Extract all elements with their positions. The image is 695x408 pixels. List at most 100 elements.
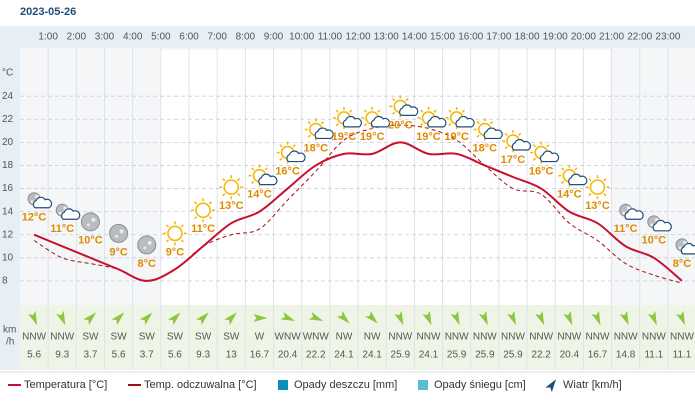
wind-arrow-shape (676, 310, 686, 326)
hour-label: 8:00 (236, 32, 256, 43)
legend-swatch (278, 380, 288, 390)
hour-label: 11:00 (318, 32, 343, 43)
temperature-label: 17°C (501, 154, 526, 166)
sun-ray (251, 167, 255, 171)
sun (195, 202, 211, 219)
sun-ray (237, 193, 241, 197)
temperature-label: 14°C (247, 189, 272, 201)
wind-direction: NNW (445, 332, 469, 343)
cloud (568, 173, 588, 186)
wind-direction: NW (336, 332, 353, 343)
sun-ray (448, 123, 452, 127)
weather-icon (219, 175, 244, 200)
wind-direction: SW (223, 332, 240, 343)
wind-arrow-shape (56, 310, 66, 326)
sun-ray (180, 224, 184, 228)
weather-icon (361, 106, 391, 129)
sun-ray (574, 167, 578, 171)
moon-crater (30, 200, 34, 204)
wind-arrow (619, 310, 629, 326)
moon-crater (115, 234, 119, 238)
wind-arrow (506, 310, 517, 326)
wind-direction: SW (82, 332, 99, 343)
wind-arrow-shape (224, 312, 237, 326)
wind-speed: 25.9 (503, 350, 523, 361)
y-tick-label: 10 (2, 252, 14, 263)
temperature-label: 10°C (642, 235, 667, 247)
weather-icon (619, 203, 644, 220)
temperature-label: 11°C (191, 223, 215, 235)
cloud (427, 115, 447, 128)
y-tick-label: 14 (2, 206, 14, 217)
hour-label: 17:00 (486, 32, 511, 43)
cloud (314, 127, 334, 140)
sun-ray (588, 178, 592, 182)
wind-speed: 9.3 (196, 350, 210, 361)
hour-header (20, 26, 695, 48)
moon (80, 212, 100, 232)
sun-ray (335, 109, 339, 113)
moon-crater (86, 223, 90, 227)
wind-speed: 16.7 (588, 350, 608, 361)
wind-arrow (535, 310, 545, 326)
legend-wind-icon (545, 379, 557, 393)
wind-arrow-shape (591, 310, 601, 326)
sun-ray (165, 239, 170, 243)
wind-arrow-shape (365, 310, 378, 324)
sun-ray (546, 144, 550, 148)
temperature-label: 18°C (473, 142, 498, 154)
hour-label: 14:00 (402, 32, 427, 43)
temperature-label: 19°C (360, 131, 385, 143)
sun-ray (194, 201, 198, 205)
temperature-label: 8°C (138, 258, 157, 270)
sun-ray (476, 121, 480, 125)
wind-arrow (167, 312, 181, 326)
wind-speed: 20.4 (278, 350, 298, 361)
axis-column (0, 26, 20, 370)
weather-icon (558, 164, 588, 187)
hour-label: 7:00 (207, 32, 227, 43)
temperature-label: 11°C (614, 223, 638, 235)
wind-speed: 5.6 (27, 350, 41, 361)
cloud (652, 219, 672, 232)
temperature-label: 19°C (332, 131, 357, 143)
temperature-label: 8°C (673, 258, 692, 270)
wind-direction: NNW (614, 332, 638, 343)
sun-ray (448, 109, 452, 113)
wind-arrow (394, 310, 404, 326)
sun-ray (504, 146, 508, 150)
hour-label: 18:00 (515, 32, 540, 43)
wind-direction: WNW (303, 332, 330, 343)
wind-arrow (56, 310, 66, 326)
weather-icon (109, 223, 129, 243)
y-tick-label: 12 (2, 229, 14, 240)
temperature-label: 11°C (50, 223, 74, 235)
wind-arrow-shape (111, 312, 125, 326)
cloud (483, 127, 503, 140)
wind-arrow-shape (83, 312, 97, 326)
wind-arrow (450, 310, 460, 326)
sun-ray (320, 121, 325, 125)
y-tick-label: 24 (2, 91, 14, 102)
wind-speed: 5.6 (168, 350, 182, 361)
wind-arrow-shape (196, 312, 209, 326)
wind-direction: NNW (473, 332, 497, 343)
wind-speed: 22.2 (306, 350, 326, 361)
wind-arrow (563, 310, 573, 326)
temperature-label: 13°C (219, 200, 244, 212)
wind-arrow (280, 312, 296, 322)
wind-speed: 3.7 (83, 350, 97, 361)
legend-label: Opady deszczu [mm] (294, 379, 397, 391)
wind-arrow (196, 312, 209, 326)
weather-icon (647, 215, 672, 232)
wind-direction: NW (364, 332, 381, 343)
hour-label: 4:00 (123, 32, 143, 43)
wind-arrow (422, 310, 432, 326)
wind-direction: NNW (22, 332, 46, 343)
weather-icon (55, 203, 81, 220)
weather-icon (191, 198, 216, 223)
moon (137, 235, 157, 255)
hour-label: 16:00 (458, 32, 483, 43)
y-tick-label: 16 (2, 183, 14, 194)
wind-arrow-shape (506, 310, 517, 326)
